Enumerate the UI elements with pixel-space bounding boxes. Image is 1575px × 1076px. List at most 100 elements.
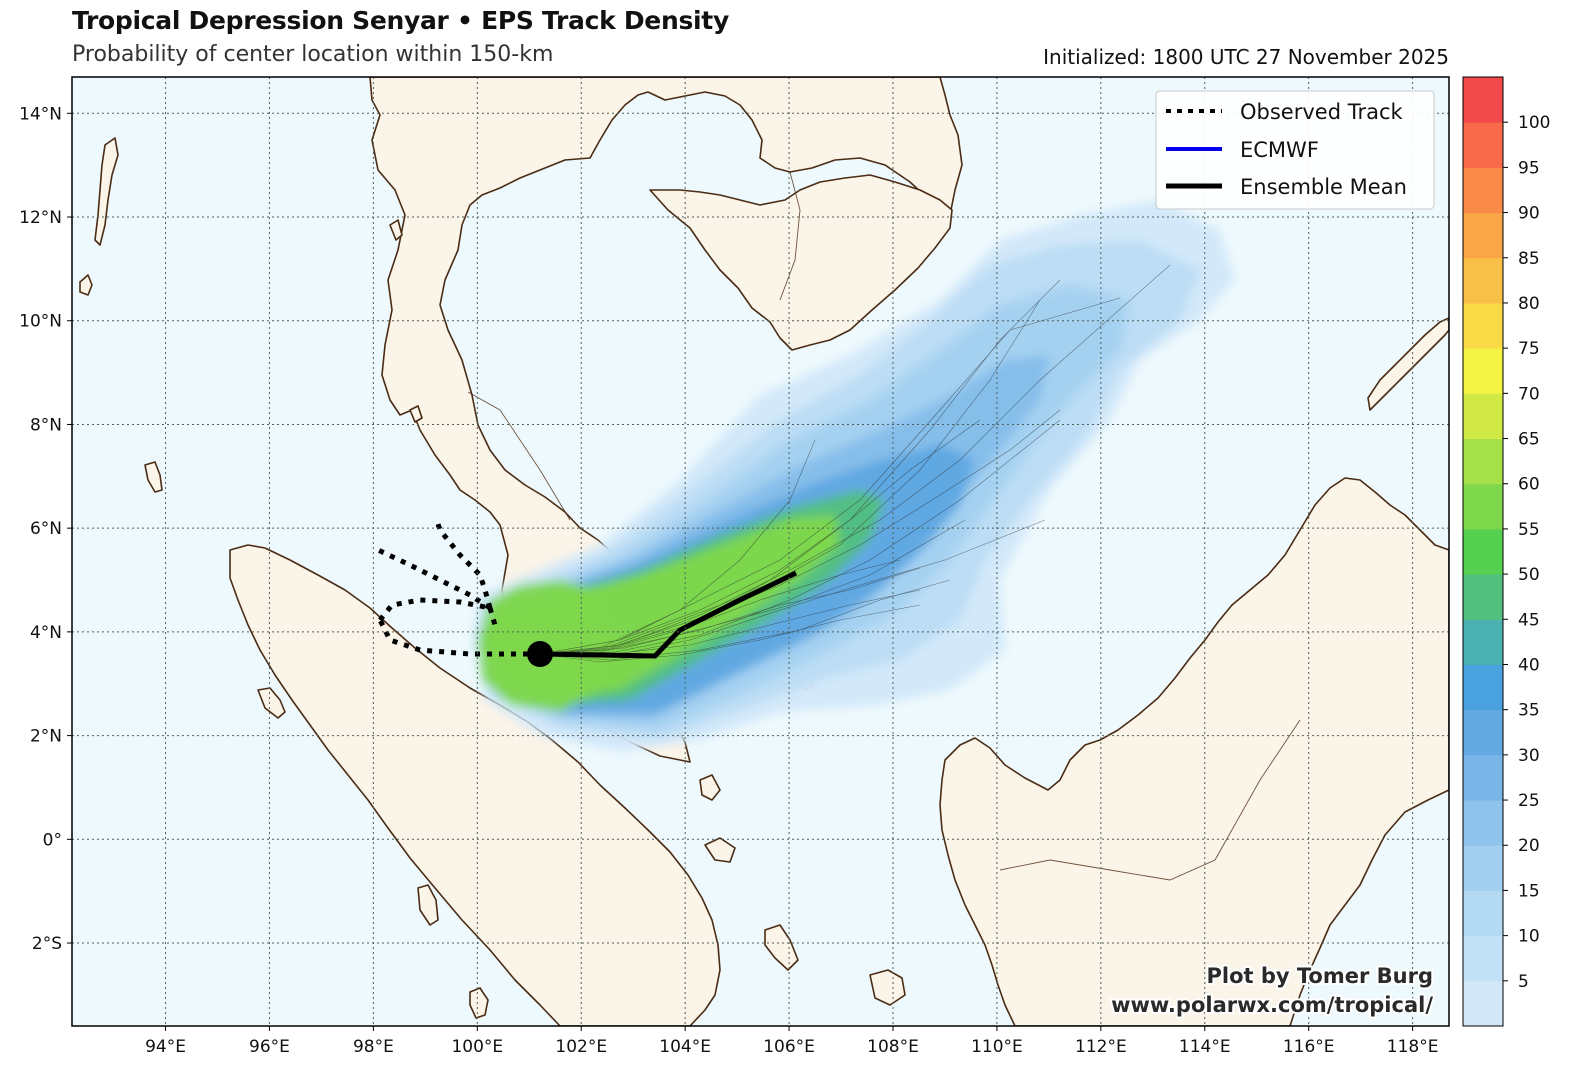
colorbar-tick-label: 60 [1518,475,1540,495]
land-sumatra [229,544,721,1026]
colorbar-tick-label: 65 [1518,430,1540,450]
colorbar-tick-label: 50 [1518,565,1540,585]
colorbar-tick-label: 95 [1518,158,1540,178]
land-indochina-south [649,174,953,351]
lon-tick-label: 104°E [659,1037,711,1057]
colorbar-swatch [1463,483,1503,530]
colorbar [1463,77,1503,1027]
credit-url: www.polarwx.com/tropical/ [1111,993,1433,1017]
map-frame [71,76,1450,1027]
lat-tick-label: 0° [43,830,62,850]
lat-tick-label: 6°N [30,519,62,539]
colorbar-swatch [1463,980,1503,1027]
colorbar-swatch [1463,438,1503,485]
colorbar-swatch [1463,619,1503,665]
latitude-ticks: 14°N 12°N 10°N 8°N 6°N 4°N 2°N 0° 2°S [19,104,72,954]
lon-tick-label: 118°E [1387,1037,1439,1057]
colorbar-tick-label: 55 [1518,520,1540,540]
lat-tick-label: 4°N [30,623,62,643]
land-island-nicobar [144,461,163,493]
legend-label-ecmwf: ECMWF [1240,138,1319,162]
lon-tick-label: 112°E [1075,1037,1127,1057]
land-island-simeulue [257,687,286,719]
colorbar-tick-label: 20 [1518,836,1540,856]
land-palawan [1367,317,1449,411]
lat-tick-label: 12°N [19,208,62,228]
lat-tick-label: 8°N [30,415,62,435]
colorbar-swatch [1463,212,1503,259]
colorbar-swatch [1463,528,1503,575]
current-position-marker [527,641,553,667]
land-island-mergui [389,219,403,241]
colorbar-tick-label: 35 [1518,701,1540,721]
colorbar-tick-label: 45 [1518,610,1540,630]
colorbar-swatch [1463,574,1503,620]
colorbar-tick-label: 90 [1518,204,1540,224]
lat-tick-label: 14°N [19,104,62,124]
initialized-time: Initialized: 1800 UTC 27 November 2025 [1043,45,1449,69]
land-island-siberut [469,987,489,1019]
land-borneo [939,477,1449,1026]
lat-tick-label: 2°S [32,934,62,954]
lon-tick-label: 94°E [145,1037,186,1057]
colorbar-swatch [1463,709,1503,756]
colorbar-swatch [1463,122,1503,168]
colorbar-swatch [1463,257,1503,304]
ensemble-member-tracks [539,264,1171,663]
lon-tick-label: 98°E [353,1037,394,1057]
observed-track [376,517,540,657]
colorbar-swatch [1463,664,1503,711]
colorbar-tick-label: 70 [1518,384,1540,404]
colorbar-swatch [1463,302,1503,349]
colorbar-swatch [1463,754,1503,801]
colorbar-tick-label: 100 [1518,113,1550,133]
chart-subtitle: Probability of center location within 15… [72,42,554,67]
lon-tick-label: 96°E [249,1037,290,1057]
colorbar-tick-label: 15 [1518,881,1540,901]
lon-tick-label: 110°E [971,1037,1023,1057]
credit-author: Plot by Tomer Burg [1207,964,1434,988]
land-island-riau [699,774,721,801]
colorbar-tick-label: 25 [1518,791,1540,811]
colorbar-swatch [1463,800,1503,846]
colorbar-tick-label: 10 [1518,927,1540,947]
legend-label-observed: Observed Track [1240,100,1403,124]
chart-title: Tropical Depression Senyar • EPS Track D… [72,6,729,35]
land-island-nias [417,884,439,926]
legend: Observed Track ECMWF Ensemble Mean [1155,90,1435,210]
colorbar-tick-label: 30 [1518,746,1540,766]
colorbar-swatch [1463,167,1503,214]
land-island-belitung [869,969,906,1006]
colorbar-tick-label: 80 [1518,294,1540,314]
land-island-bangka [764,924,799,971]
ensemble-mean-track [539,570,798,659]
lon-tick-label: 116°E [1283,1037,1335,1057]
colorbar-tick-label: 40 [1518,655,1540,675]
land-andaman [94,137,119,246]
land-island-small-1 [79,274,93,296]
land-island-samui [409,405,423,423]
longitude-ticks: 94°E 96°E 98°E 100°E 102°E 104°E 106°E 108°E 110… [145,1026,1438,1057]
colorbar-tick-label: 5 [1518,972,1529,992]
colorbar-frame [1462,76,1504,1027]
lon-tick-label: 100°E [451,1037,503,1057]
colorbar-swatch [1463,393,1503,440]
lon-tick-label: 114°E [1179,1037,1231,1057]
lon-tick-label: 102°E [555,1037,607,1057]
colorbar-tick-label: 85 [1518,249,1540,269]
colorbar-tick-label: 75 [1518,339,1540,359]
colorbar-swatch [1463,890,1503,937]
colorbar-swatch [1463,77,1503,123]
colorbar-swatch [1463,845,1503,891]
lon-tick-label: 106°E [763,1037,815,1057]
legend-label-ensemble-mean: Ensemble Mean [1240,175,1407,199]
gridlines [72,77,1449,1026]
colorbar-swatch [1463,348,1503,394]
colorbar-swatch [1463,935,1503,982]
lat-tick-label: 2°N [30,727,62,747]
lat-tick-label: 10°N [19,312,62,332]
density-field [472,200,1235,752]
colorbar-ticks: 5 10 15 20 25 30 35 40 45 50 55 60 65 70 75 80 85 90 95 100 [1503,113,1550,992]
lon-tick-label: 108°E [867,1037,919,1057]
